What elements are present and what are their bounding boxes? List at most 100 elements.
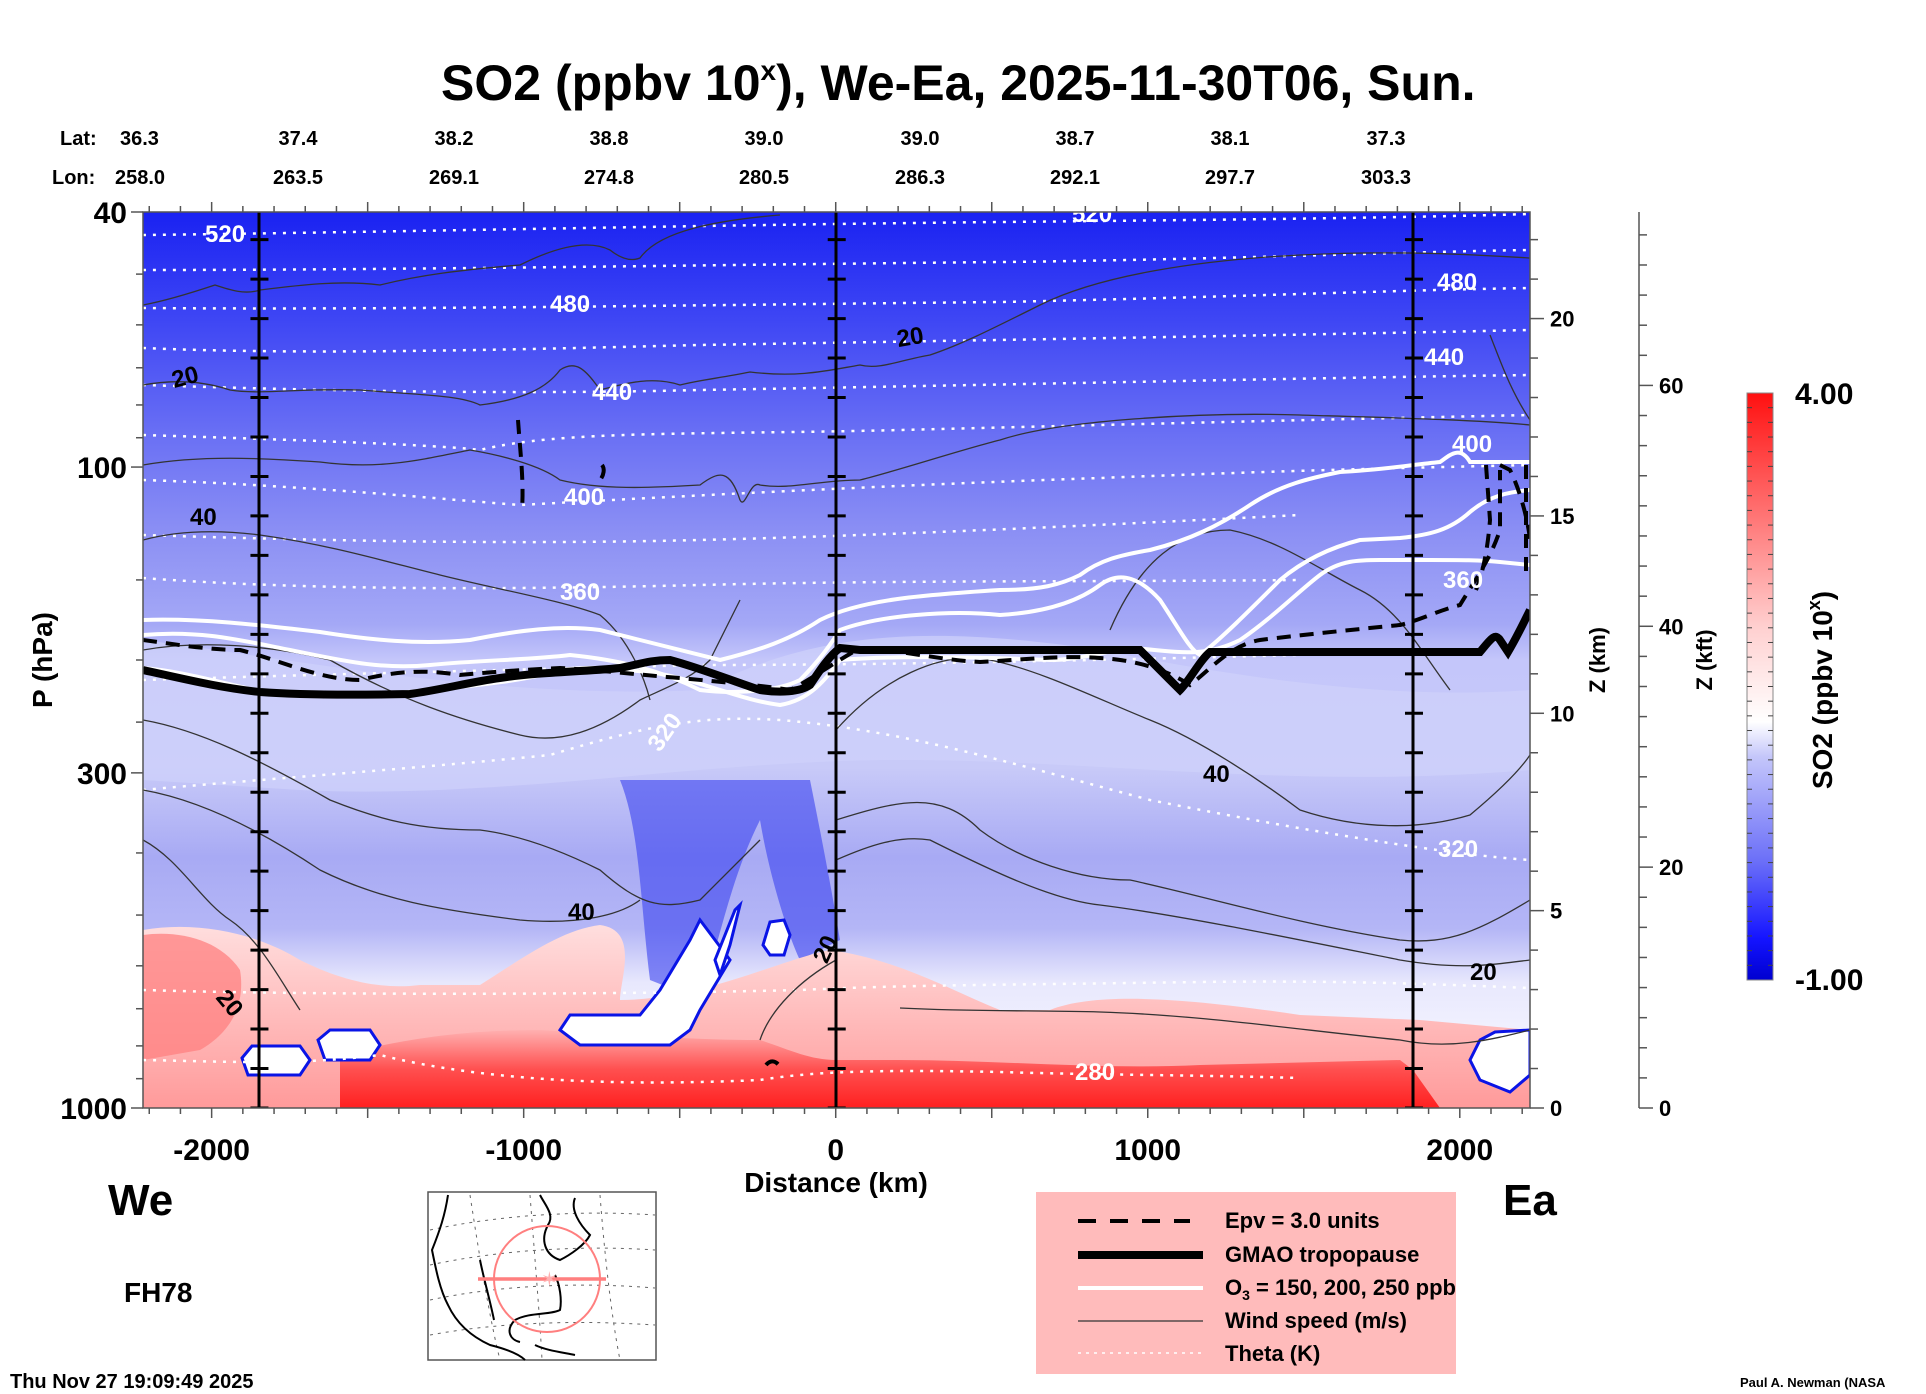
wind-label-40: 40	[190, 504, 217, 531]
marker-line-ticks	[250, 238, 1423, 1108]
theta-label-280: 280	[1075, 1059, 1115, 1086]
x-axis: -2000 -1000 0 1000 2000	[148, 202, 1523, 1167]
theta-contour-460	[143, 328, 1530, 353]
theta-label-360-east: 360	[1443, 567, 1483, 594]
z-kft-tick-label: 0	[1659, 1096, 1671, 1121]
wind-contour	[143, 413, 1530, 503]
lat-value: 38.7	[1056, 128, 1095, 150]
y-axis-z-km: 0 5 10 15 20	[1530, 238, 1574, 1121]
z-kft-tick-label: 20	[1659, 855, 1683, 880]
credit: Paul A. Newman (NASA	[1740, 1375, 1886, 1390]
wind-contour	[143, 719, 761, 906]
so2-min-cell	[557, 917, 732, 1047]
lon-value: 258.0	[115, 167, 165, 189]
colorbar: 4.00 -1.00 SO2 (ppbv 10x)	[1746, 378, 1863, 997]
z-km-tick-label: 10	[1550, 701, 1574, 726]
forecast-hour-label: FH78	[124, 1277, 192, 1308]
z-km-axis-title: Z (km)	[1585, 627, 1610, 693]
x-tick-label: 1000	[1114, 1134, 1181, 1167]
wind-contour	[835, 801, 1530, 942]
theta-label-480: 480	[550, 291, 590, 318]
lat-value: 37.4	[279, 128, 319, 150]
x-axis-title: Distance (km)	[744, 1167, 928, 1198]
theta-label-400: 400	[564, 484, 604, 511]
lon-value: 274.8	[584, 167, 634, 189]
timestamp: Thu Nov 27 19:09:49 2025	[10, 1371, 253, 1393]
theta-contour-480	[143, 286, 1530, 310]
so2-field-blue-plume	[620, 780, 840, 1000]
theta-label-440-east: 440	[1424, 344, 1464, 371]
lon-value: 269.1	[429, 167, 479, 189]
map-coastlines	[430, 1194, 592, 1361]
x-tick-label: 2000	[1426, 1134, 1493, 1167]
lon-label: Lon:	[52, 167, 95, 189]
lon-value: 303.3	[1361, 167, 1411, 189]
theta-label-520: 520	[205, 221, 245, 248]
wind-label-20-b: 20	[895, 322, 926, 353]
epv-contour	[516, 419, 525, 511]
vertical-marker-lines	[257, 212, 1415, 1108]
lat-value: 38.2	[435, 128, 474, 150]
z-km-tick-label: 15	[1550, 504, 1574, 529]
z-km-tick-label: 0	[1550, 1096, 1562, 1121]
lon-value: 263.5	[273, 167, 323, 189]
y-tick-label: 100	[77, 452, 127, 485]
west-label: We	[108, 1176, 173, 1225]
wind-contour	[759, 959, 837, 1041]
colorbar-max-label: 4.00	[1795, 378, 1853, 411]
lat-value: 37.3	[1367, 128, 1406, 150]
legend-label-o3: O3 = 150, 200, 250 ppb	[1225, 1275, 1456, 1303]
wind-contour	[899, 1007, 1530, 1045]
x-tick-label: -1000	[485, 1134, 562, 1167]
map-center-marker-icon: ✶	[541, 1267, 558, 1291]
theta-labels: 520 520 480 480 440 440 400 400 360 360 …	[205, 201, 1492, 1086]
theta-label-320-east: 320	[1438, 836, 1478, 863]
x-tick-label: -2000	[173, 1134, 250, 1167]
legend-label-wind: Wind speed (m/s)	[1225, 1308, 1407, 1333]
colorbar-ticks	[1747, 407, 1773, 966]
lon-value: 286.3	[895, 167, 945, 189]
legend-box	[1036, 1192, 1456, 1374]
lat-value: 39.0	[745, 128, 784, 150]
lat-value: 39.0	[901, 128, 940, 150]
theta-label-480-east: 480	[1437, 269, 1477, 296]
lat-value: 38.1	[1211, 128, 1250, 150]
wind-label-40-c: 40	[1203, 761, 1230, 788]
colorbar-min-label: -1.00	[1795, 964, 1863, 997]
wind-contour	[835, 838, 1530, 967]
o3-contour-200	[143, 488, 1530, 694]
wind-label-40-b: 40	[568, 899, 595, 926]
lat-lon-header: Lat: Lon: 36.3 37.4 38.2 38.8 39.0 39.0 38.7 38…	[52, 128, 1411, 189]
so2-min-cell	[316, 1028, 382, 1062]
y-axis-z-kft: 0 20 40 60	[1638, 212, 1683, 1121]
theta-label-400-east: 400	[1452, 431, 1492, 458]
epv-contour	[1474, 464, 1493, 591]
theta-contour-520	[143, 212, 1530, 237]
y-axis-title: P (hPa)	[27, 612, 58, 708]
lat-label: Lat:	[60, 128, 97, 150]
lon-value: 292.1	[1050, 167, 1100, 189]
plot-area: 520 520 480 480 440 440 400 400 360 360 …	[143, 201, 1530, 1108]
wind-contour	[143, 214, 781, 306]
theta-contour-420	[143, 413, 1530, 452]
colorbar-title: SO2 (ppbv 10x)	[1804, 591, 1838, 789]
so2-min-cell	[1468, 1028, 1530, 1094]
epv-contour	[764, 1059, 784, 1071]
z-km-tick-label: 20	[1550, 307, 1574, 332]
wind-contour	[1489, 334, 1530, 421]
lon-value: 297.7	[1205, 167, 1255, 189]
so2-field-boundary-layer-red	[340, 1030, 1440, 1108]
lat-value: 36.3	[120, 128, 159, 150]
legend: Epv = 3.0 units GMAO tropopause O3 = 150…	[1036, 1192, 1456, 1374]
z-kft-tick-label: 40	[1659, 614, 1683, 639]
theta-contour-400	[143, 463, 1530, 507]
lat-value: 38.8	[590, 128, 629, 150]
map-graticule	[429, 1194, 656, 1361]
z-km-tick-label: 5	[1550, 899, 1562, 924]
so2-field-west-red-patch	[143, 933, 242, 1060]
theta-label-520-east: 520	[1072, 201, 1112, 228]
map-inset: ✶	[427, 1191, 657, 1361]
theta-contour-300	[143, 980, 1530, 995]
theta-contour-320	[143, 717, 1530, 862]
